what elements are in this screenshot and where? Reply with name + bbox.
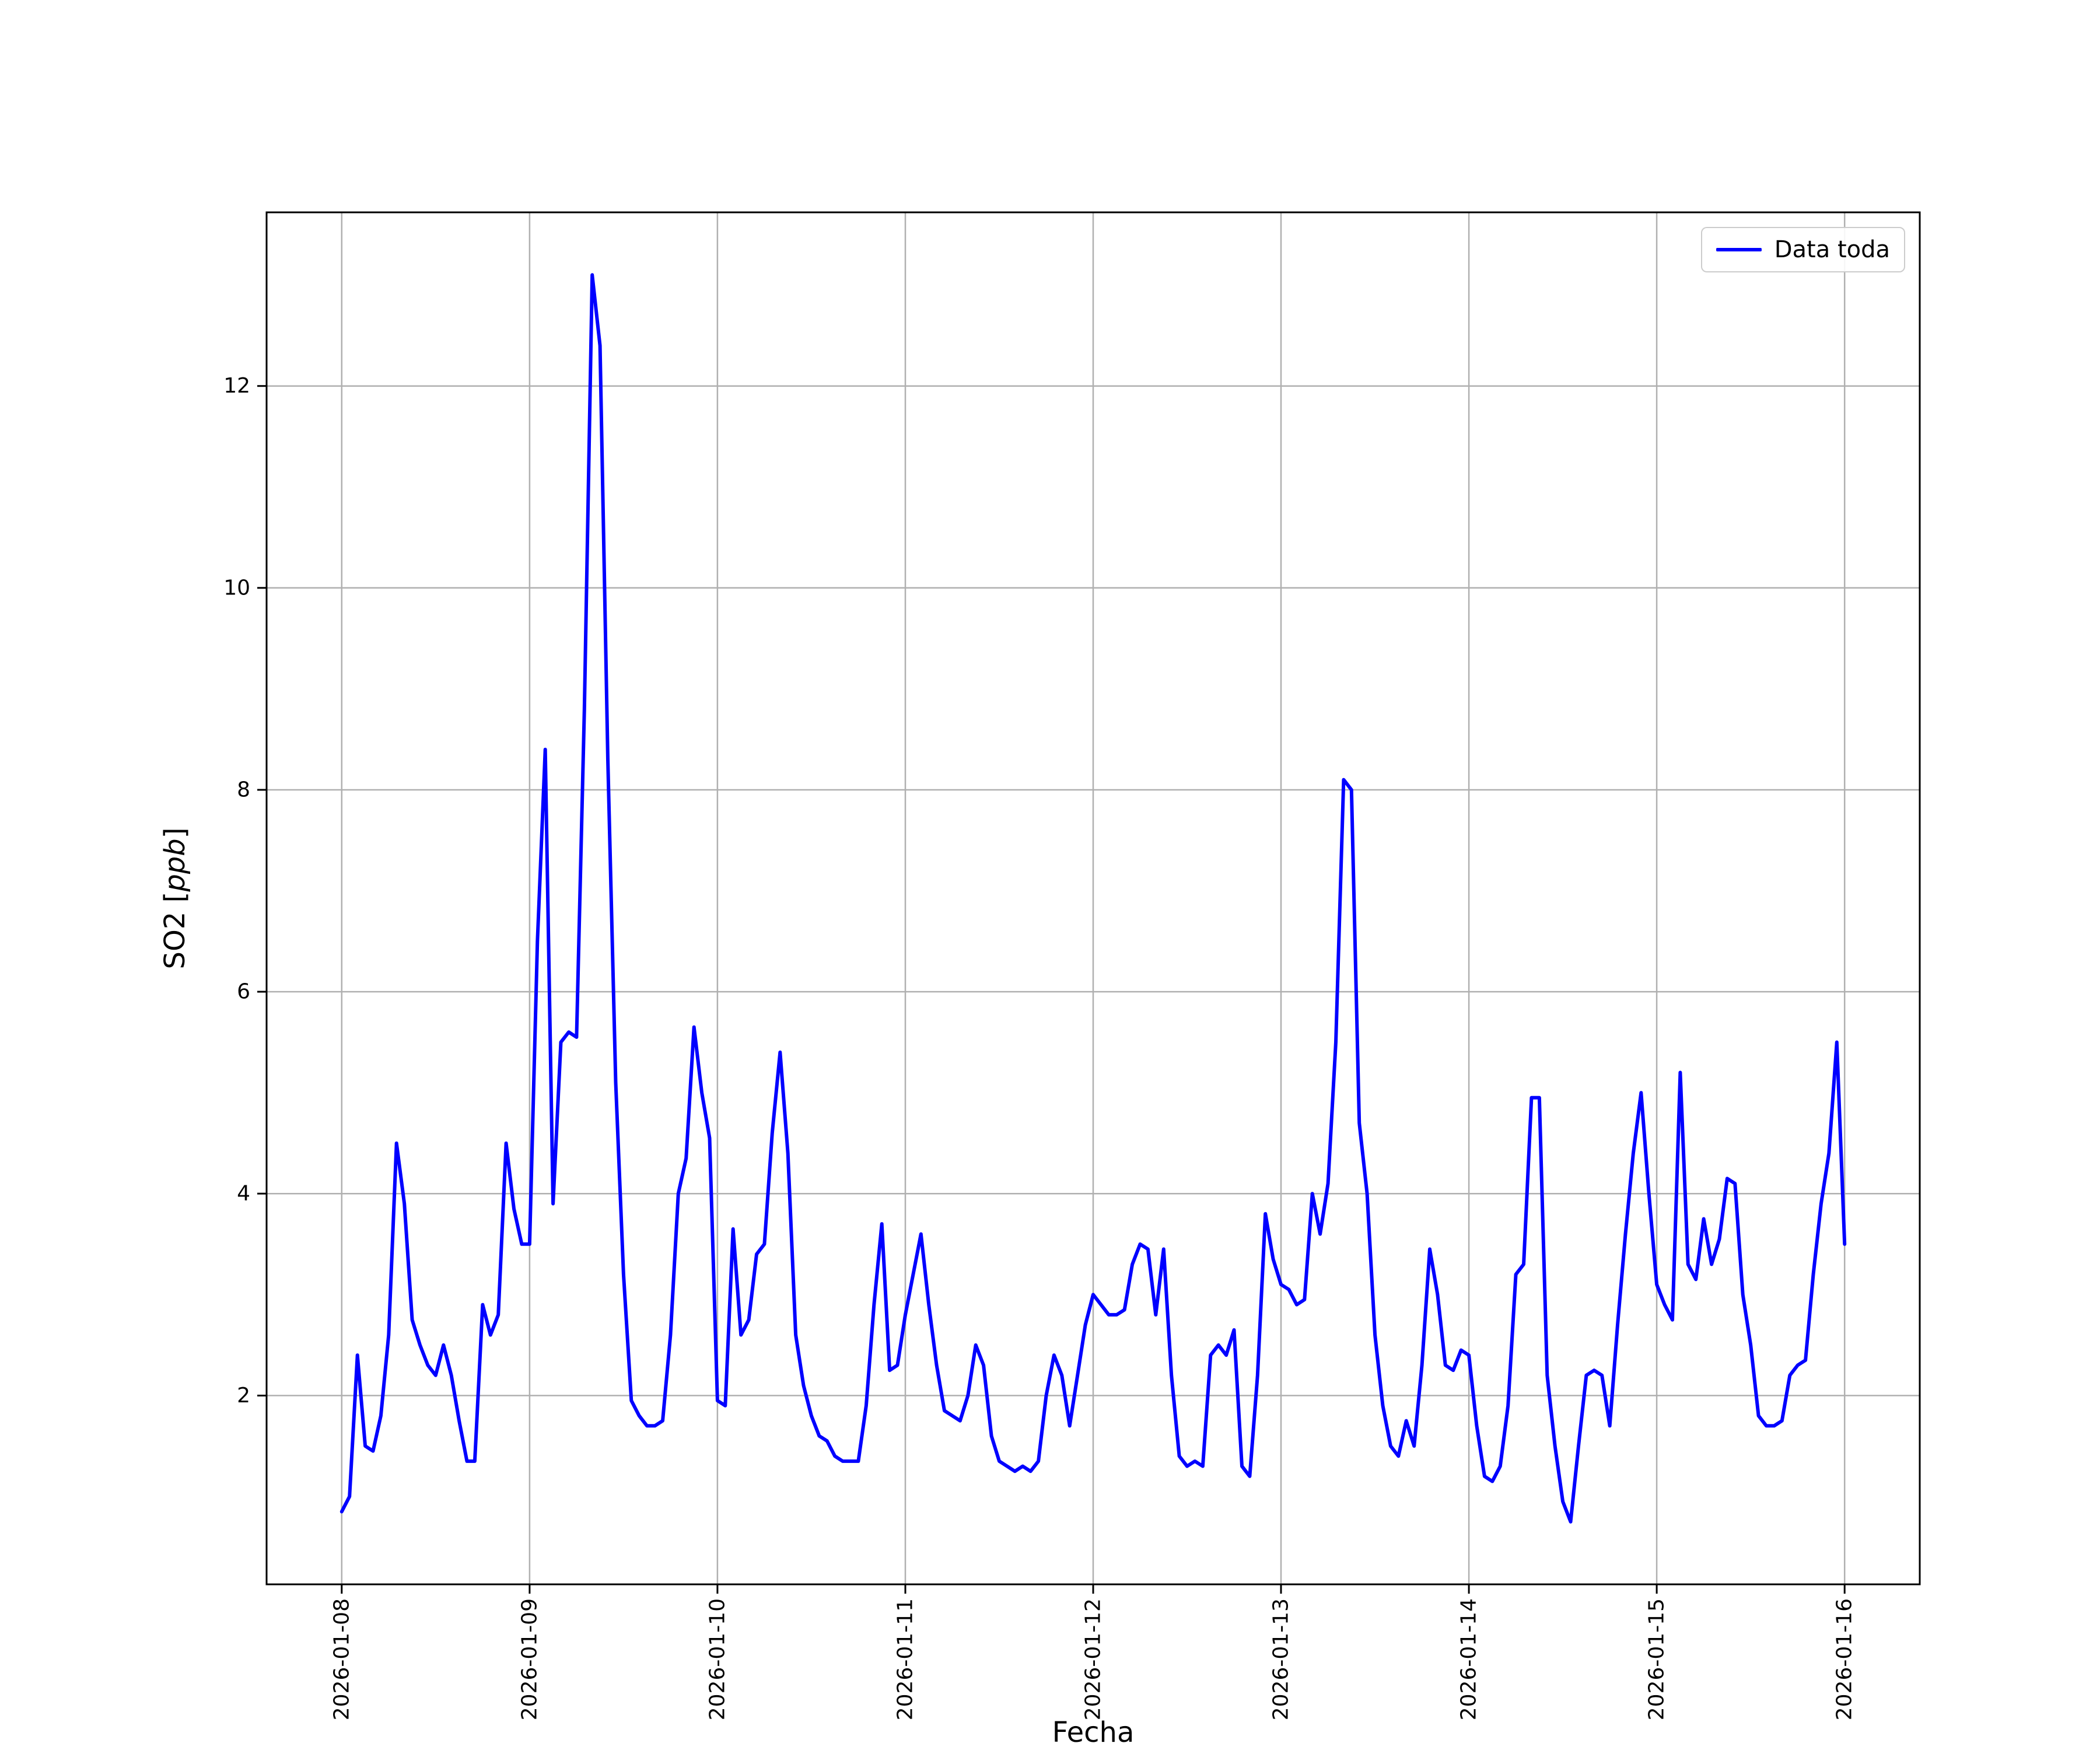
x-tick-label: 2026-01-16	[1833, 1598, 1857, 1720]
y-tick-label: 8	[237, 778, 250, 802]
y-axis-label-suffix: ]	[159, 827, 191, 839]
legend-line-sample	[1716, 248, 1762, 251]
x-tick-label: 2026-01-10	[705, 1598, 729, 1720]
y-tick-label: 10	[223, 576, 250, 600]
legend: Data toda	[1700, 227, 1905, 272]
x-axis-label: Fecha	[1052, 1716, 1135, 1749]
y-tick-label: 6	[237, 980, 250, 1004]
y-axis-label-prefix: SO2 [	[159, 891, 191, 970]
x-tick-label: 2026-01-08	[330, 1598, 354, 1720]
x-tick-label: 2026-01-11	[894, 1598, 918, 1720]
x-tick-label: 2026-01-15	[1645, 1598, 1669, 1720]
legend-label: Data toda	[1774, 236, 1890, 263]
y-tick-label: 12	[223, 374, 250, 398]
y-axis-label-unit: ppb	[159, 838, 191, 892]
y-tick-label: 2	[237, 1384, 250, 1408]
y-axis-label: SO2 [ppb]	[159, 828, 191, 970]
data-line-series	[340, 273, 1847, 1524]
x-tick-label: 2026-01-12	[1082, 1598, 1105, 1720]
x-tick-label: 2026-01-09	[517, 1598, 541, 1720]
x-tick-label: 2026-01-13	[1269, 1598, 1293, 1720]
x-tick-label: 2026-01-14	[1457, 1598, 1481, 1720]
y-tick-label: 4	[237, 1182, 250, 1206]
